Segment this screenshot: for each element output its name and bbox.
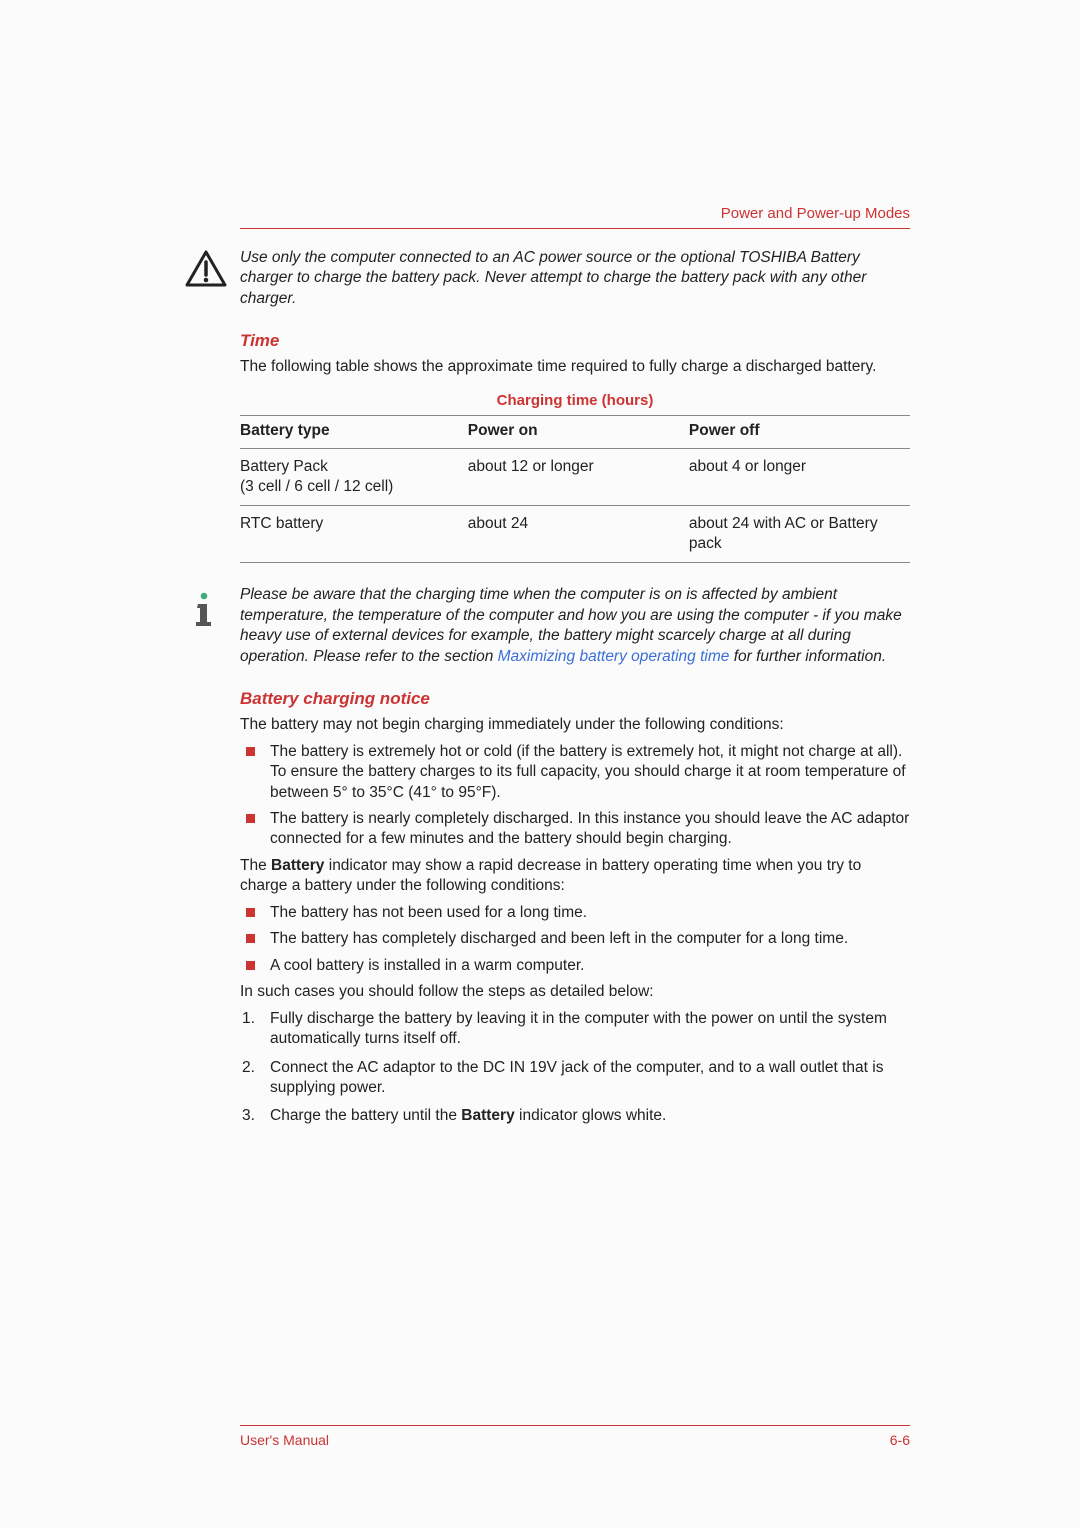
header-rule <box>240 228 910 229</box>
table-row: RTC battery about 24 about 24 with AC or… <box>240 506 910 563</box>
step3-pre: Charge the battery until the <box>270 1107 461 1124</box>
footer-right: 6-6 <box>890 1432 910 1448</box>
cell-on: about 12 or longer <box>468 448 689 505</box>
footer-rule <box>240 1425 910 1426</box>
type-line1: Battery Pack <box>240 458 328 475</box>
list-item: A cool battery is installed in a warm co… <box>240 956 910 976</box>
page-footer: User's Manual 6-6 <box>240 1425 910 1448</box>
mid-post: indicator may show a rapid decrease in b… <box>240 857 861 894</box>
warning-note: Use only the computer connected to an AC… <box>240 248 910 309</box>
notice-heading: Battery charging notice <box>240 689 910 709</box>
step3-bold: Battery <box>461 1107 514 1124</box>
time-intro: The following table shows the approximat… <box>240 357 910 377</box>
chapter-title: Power and Power-up Modes <box>721 205 910 222</box>
list-item: The battery has completely discharged an… <box>240 929 910 949</box>
warning-text: Use only the computer connected to an AC… <box>240 248 910 309</box>
mid-bold: Battery <box>271 857 324 874</box>
table-caption: Charging time (hours) <box>240 392 910 409</box>
cell-on: about 24 <box>468 506 689 563</box>
info-post: for further information. <box>729 648 886 665</box>
table-row: Battery Pack (3 cell / 6 cell / 12 cell)… <box>240 448 910 505</box>
page: Power and Power-up Modes Use only the co… <box>0 0 1080 1528</box>
col-battery-type: Battery type <box>240 415 468 448</box>
table-header-row: Battery type Power on Power off <box>240 415 910 448</box>
list-item: The battery is extremely hot or cold (if… <box>240 742 910 803</box>
steps-intro: In such cases you should follow the step… <box>240 982 910 1002</box>
steps-list: Fully discharge the battery by leaving i… <box>240 1009 910 1127</box>
type-line2: (3 cell / 6 cell / 12 cell) <box>240 478 393 495</box>
content-area: Use only the computer connected to an AC… <box>240 248 910 1135</box>
cell-off: about 24 with AC or Battery pack <box>689 506 910 563</box>
col-power-on: Power on <box>468 415 689 448</box>
warning-icon <box>185 250 227 288</box>
cell-type: Battery Pack (3 cell / 6 cell / 12 cell) <box>240 448 468 505</box>
step3-post: indicator glows white. <box>515 1107 667 1124</box>
bullet-list-2: The battery has not been used for a long… <box>240 903 910 976</box>
list-item: Fully discharge the battery by leaving i… <box>240 1009 910 1050</box>
bullet-list-1: The battery is extremely hot or cold (if… <box>240 742 910 850</box>
list-item: Charge the battery until the Battery ind… <box>240 1106 910 1126</box>
info-link[interactable]: Maximizing battery operating time <box>498 648 730 665</box>
cell-off: about 4 or longer <box>689 448 910 505</box>
info-text: Please be aware that the charging time w… <box>240 585 910 667</box>
list-item: The battery has not been used for a long… <box>240 903 910 923</box>
notice-intro: The battery may not begin charging immed… <box>240 715 910 735</box>
footer-row: User's Manual 6-6 <box>240 1432 910 1448</box>
time-heading: Time <box>240 331 910 351</box>
info-icon <box>185 589 223 629</box>
mid-pre: The <box>240 857 271 874</box>
info-note: Please be aware that the charging time w… <box>240 585 910 667</box>
list-item: The battery is nearly completely dischar… <box>240 809 910 850</box>
charging-table: Battery type Power on Power off Battery … <box>240 415 910 564</box>
footer-left: User's Manual <box>240 1432 329 1448</box>
list-item: Connect the AC adaptor to the DC IN 19V … <box>240 1058 910 1099</box>
cell-type: RTC battery <box>240 506 468 563</box>
col-power-off: Power off <box>689 415 910 448</box>
notice-mid: The Battery indicator may show a rapid d… <box>240 856 910 897</box>
